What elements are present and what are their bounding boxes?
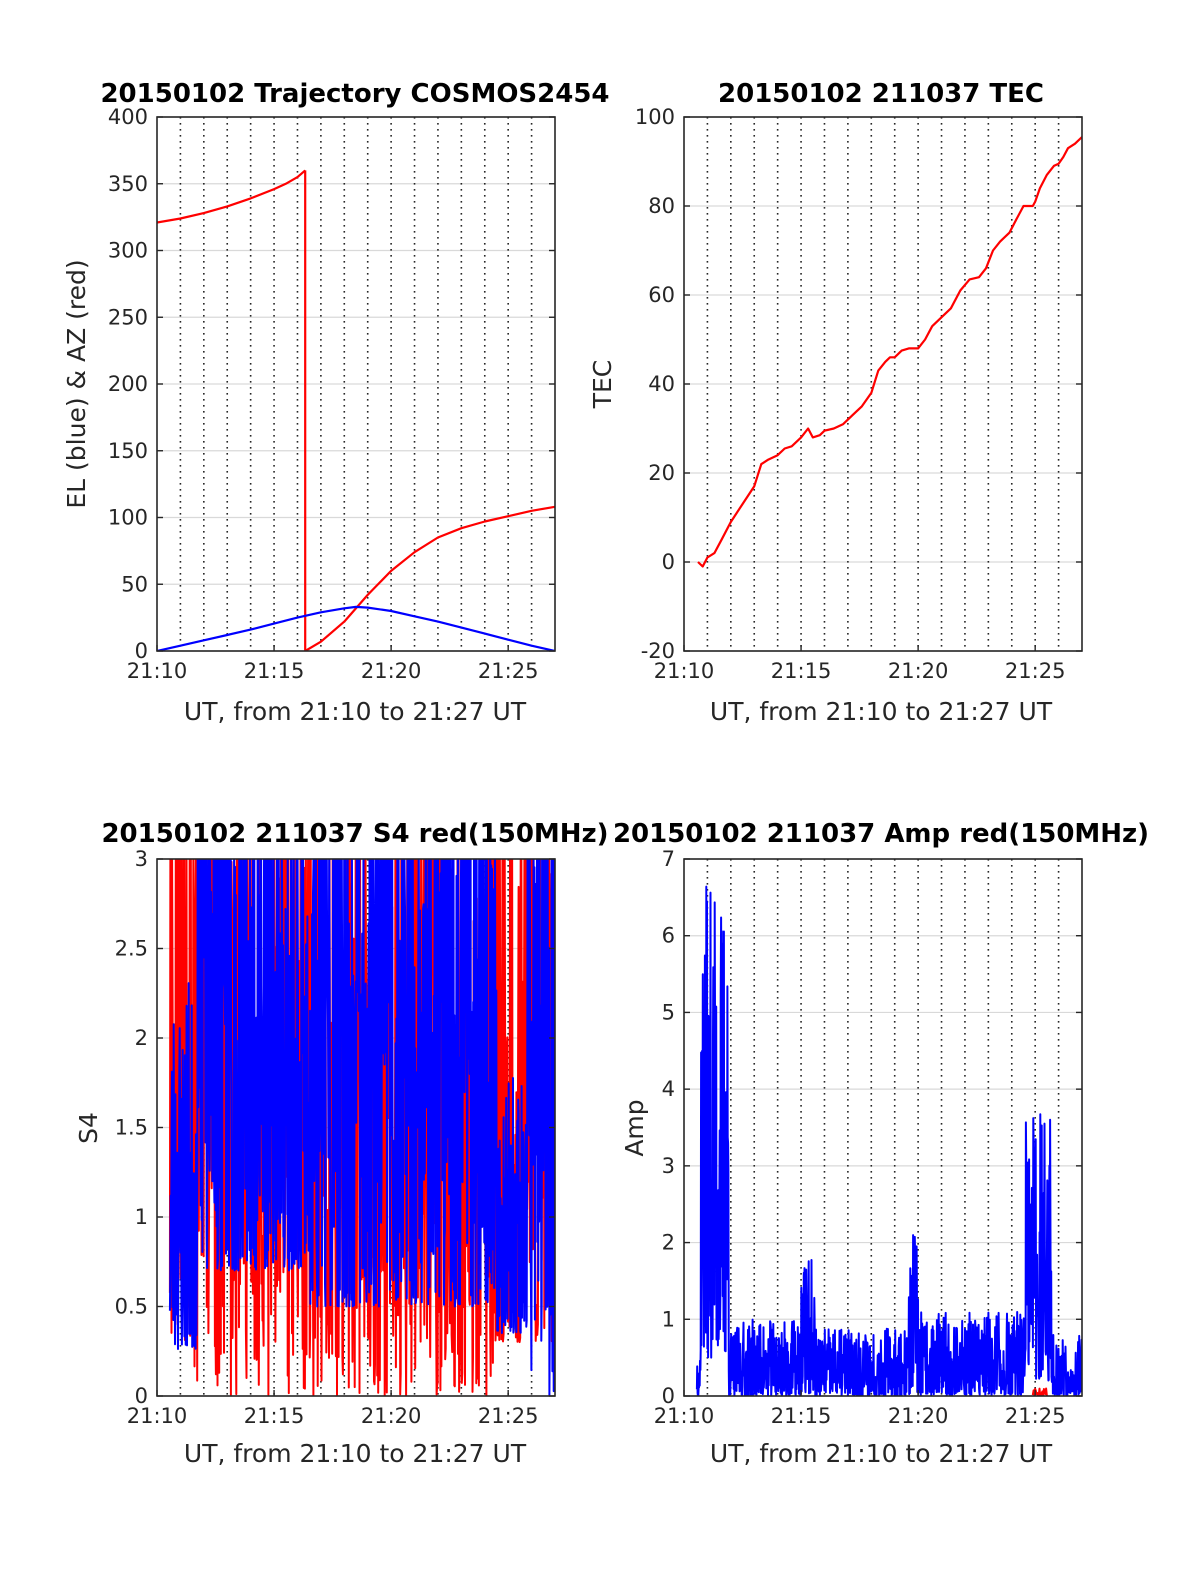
x-tick-label: 21:10 [654, 659, 715, 683]
axes-box [683, 858, 1083, 1397]
x-tick-label: 21:25 [478, 659, 539, 683]
y-tick-label: 4 [662, 1077, 675, 1101]
y-tick-label: 300 [108, 239, 148, 263]
series-blue [168, 859, 555, 1396]
x-tick-label: 21:15 [244, 659, 305, 683]
chart-title: 20150102 211037 TEC [718, 79, 1044, 109]
y-tick-label: 2 [135, 1026, 148, 1050]
x-tick-label: 21:20 [361, 659, 422, 683]
series-az [157, 169, 306, 224]
x-axis-label: UT, from 21:10 to 21:27 UT [184, 1439, 527, 1468]
data-layer [695, 885, 1082, 1396]
x-tick-label: 21:10 [654, 1404, 715, 1428]
chart-title: 20150102 Trajectory COSMOS2454 [100, 79, 609, 109]
y-tick-label: 7 [662, 847, 675, 871]
y-tick-label: 1.5 [115, 1116, 148, 1140]
x-tick-label: 21:10 [127, 1404, 188, 1428]
y-tick-label: 6 [662, 924, 675, 948]
x-tick-label: 21:20 [888, 1404, 949, 1428]
x-tick-label: 21:15 [771, 659, 832, 683]
series-az [697, 136, 1082, 568]
x-axis-label: UT, from 21:10 to 21:27 UT [710, 1439, 1053, 1468]
y-tick-label: 80 [648, 194, 675, 218]
y-tick-label: 5 [662, 1000, 675, 1024]
series-az [304, 170, 555, 651]
chart-title: 20150102 211037 Amp red(150MHz) [613, 819, 1149, 849]
y-tick-label: 100 [108, 506, 148, 530]
panel-trajectory: 20150102 Trajectory COSMOS2454 UT, from … [62, 79, 610, 726]
y-axis-label: EL (blue) & AZ (red) [62, 259, 91, 508]
plot-area: 0 1 2 3 4 5 6 7 21:10 21:15 21:20 21:25 [654, 847, 1083, 1428]
y-tick-label: -20 [641, 639, 675, 663]
x-tick-label: 21:20 [361, 1404, 422, 1428]
series-red [1031, 1387, 1048, 1396]
x-tick-label: 21:10 [127, 659, 188, 683]
x-tick-label: 21:20 [888, 659, 949, 683]
x-tick-label: 21:15 [771, 1404, 832, 1428]
y-tick-label: 0 [135, 639, 148, 663]
data-layer [168, 859, 555, 1396]
y-tick-label: 1 [135, 1205, 148, 1229]
y-tick-label: 2 [662, 1231, 675, 1255]
panel-s4: 20150102 211037 S4 red(150MHz) UT, from … [74, 819, 609, 1468]
y-tick-label: 200 [108, 372, 148, 396]
panel-tec: 20150102 211037 TEC UT, from 21:10 to 21… [588, 79, 1083, 726]
y-tick-label: 3 [662, 1154, 675, 1178]
y-tick-label: 250 [108, 305, 148, 329]
y-tick-label: 40 [648, 372, 675, 396]
y-tick-label: 350 [108, 172, 148, 196]
x-axis-label: UT, from 21:10 to 21:27 UT [184, 697, 527, 726]
plot-area: -20 0 20 40 60 80 100 21:10 21:15 21:20 21:25 [635, 105, 1083, 683]
y-tick-label: 0 [135, 1384, 148, 1408]
y-tick-label: 2.5 [115, 937, 148, 961]
y-tick-label: 0 [662, 550, 675, 574]
y-tick-label: 0 [662, 1384, 675, 1408]
y-tick-label: 50 [121, 572, 148, 596]
x-tick-label: 21:25 [478, 1404, 539, 1428]
y-tick-label: 1 [662, 1307, 675, 1331]
y-axis-label: Amp [620, 1099, 649, 1156]
plot-area: 0 0.5 1 1.5 2 2.5 3 21:10 21:15 21:20 21:25 [115, 847, 556, 1428]
panel-amp: 20150102 211037 Amp red(150MHz) UT, from… [613, 819, 1149, 1468]
data-layer [697, 136, 1082, 568]
data-layer [157, 169, 555, 651]
x-tick-label: 21:25 [1005, 659, 1066, 683]
y-tick-label: 60 [648, 283, 675, 307]
y-axis-label: TEC [588, 360, 617, 410]
y-tick-label: 3 [135, 847, 148, 871]
y-tick-label: 100 [635, 105, 675, 129]
y-tick-label: 0.5 [115, 1295, 148, 1319]
y-tick-label: 150 [108, 439, 148, 463]
x-tick-label: 21:25 [1005, 1404, 1066, 1428]
y-tick-label: 20 [648, 461, 675, 485]
chart-title: 20150102 211037 S4 red(150MHz) [101, 819, 608, 849]
y-tick-label: 400 [108, 105, 148, 129]
y-axis-label: S4 [74, 1112, 103, 1144]
x-axis-label: UT, from 21:10 to 21:27 UT [710, 697, 1053, 726]
plot-area: 0 50 100 150 200 250 300 350 400 21:10 21:15 21:20 2… [108, 105, 556, 683]
x-tick-label: 21:15 [244, 1404, 305, 1428]
series-blue [695, 885, 1082, 1396]
series-el [157, 605, 555, 651]
